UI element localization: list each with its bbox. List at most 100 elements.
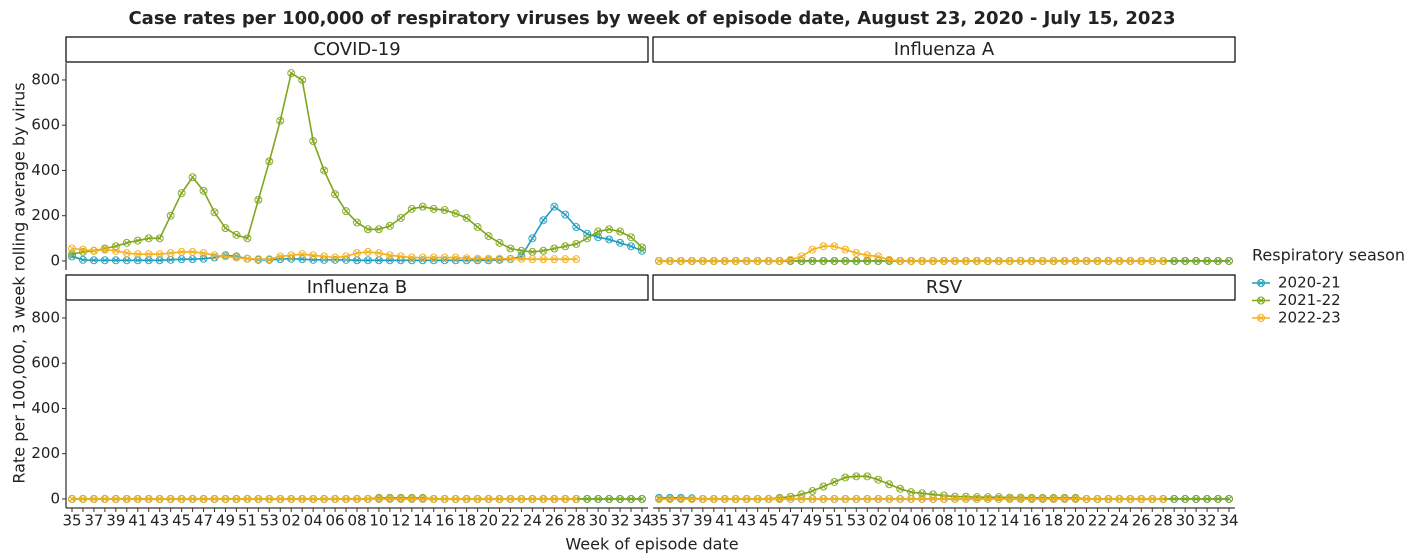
point-marker [786, 255, 795, 264]
x-tick-label: 24 [1110, 512, 1129, 530]
point-marker [342, 494, 351, 503]
point-marker [1126, 256, 1135, 265]
point-marker [1016, 494, 1025, 503]
point-marker [89, 494, 98, 503]
point-marker [67, 244, 76, 253]
x-tick-label: 26 [1132, 512, 1151, 530]
legend-marker [1256, 279, 1265, 287]
point-marker [67, 494, 76, 503]
point-marker [89, 246, 98, 255]
point-marker [155, 234, 164, 243]
point-marker [961, 256, 970, 265]
x-tick-label: 16 [435, 512, 454, 530]
point-marker [907, 488, 916, 497]
point-marker [440, 206, 449, 215]
x-tick-label: 43 [737, 512, 756, 530]
point-marker [929, 256, 938, 265]
point-marker [550, 202, 559, 211]
point-marker [243, 234, 252, 243]
point-marker [1049, 494, 1058, 503]
x-tick-label: 53 [260, 512, 279, 530]
point-marker [874, 475, 883, 484]
y-axis-title: Rate per 100,000, 3 week rolling average… [10, 82, 29, 483]
point-marker [830, 494, 839, 503]
point-marker [528, 494, 537, 503]
point-marker [517, 246, 526, 255]
point-marker [896, 484, 905, 493]
x-tick-label: 34 [1219, 512, 1238, 530]
point-marker [841, 494, 850, 503]
x-tick-label: 20 [479, 512, 498, 530]
point-marker [407, 204, 416, 213]
point-marker [841, 245, 850, 254]
point-marker [363, 256, 372, 265]
x-tick-label: 06 [326, 512, 345, 530]
point-marker [1071, 256, 1080, 265]
point-marker [1005, 494, 1014, 503]
point-marker [1093, 256, 1102, 265]
point-marker [753, 494, 762, 503]
point-marker [994, 256, 1003, 265]
point-marker [1159, 494, 1168, 503]
point-marker [451, 209, 460, 218]
point-marker [89, 256, 98, 265]
point-marker [276, 116, 285, 125]
point-marker [462, 213, 471, 222]
point-marker [1203, 494, 1212, 503]
point-marker [709, 256, 718, 265]
point-marker [720, 494, 729, 503]
point-marker [177, 247, 186, 256]
point-marker [1214, 256, 1223, 265]
chart-title: Case rates per 100,000 of respiratory vi… [128, 8, 1175, 29]
point-marker [583, 494, 592, 503]
point-marker [863, 472, 872, 481]
point-marker [528, 247, 537, 256]
point-marker [1115, 494, 1124, 503]
x-tick-label: 02 [869, 512, 888, 530]
point-marker [665, 494, 674, 503]
y-tick-label: 0 [50, 251, 60, 269]
point-marker [78, 494, 87, 503]
point-marker [939, 256, 948, 265]
point-marker [961, 494, 970, 503]
point-marker [775, 494, 784, 503]
series-line [71, 71, 643, 255]
x-tick-label: 12 [391, 512, 410, 530]
point-marker [918, 494, 927, 503]
point-marker [907, 494, 916, 503]
legend-marker [1256, 296, 1265, 305]
point-marker [561, 494, 570, 503]
point-marker [605, 225, 614, 234]
facet-strip [65, 36, 649, 63]
point-marker [676, 256, 685, 265]
point-marker [210, 494, 219, 503]
point-marker [100, 256, 109, 265]
point-marker [1082, 256, 1091, 265]
point-marker [863, 251, 872, 260]
x-tick-label: 41 [128, 512, 147, 530]
x-tick-label: 34 [632, 512, 651, 530]
point-marker [528, 255, 537, 264]
point-marker [363, 247, 372, 256]
x-tick-label: 35 [62, 512, 81, 530]
x-tick-label: 35 [649, 512, 668, 530]
point-marker [144, 234, 153, 243]
x-tick-label: 08 [347, 512, 366, 530]
point-marker [687, 494, 696, 503]
point-marker [78, 245, 87, 254]
point-marker [440, 253, 449, 262]
point-marker [561, 255, 570, 264]
facet-title: Influenza B [307, 277, 408, 298]
point-marker [374, 249, 383, 258]
point-marker [852, 256, 861, 265]
x-tick-label: 43 [150, 512, 169, 530]
point-marker [418, 494, 427, 503]
point-marker [874, 494, 883, 503]
point-marker [1071, 494, 1080, 503]
x-tick-label: 08 [934, 512, 953, 530]
legend-label: 2021-22 [1278, 291, 1341, 309]
point-marker [605, 235, 614, 244]
point-marker [100, 245, 109, 254]
point-marker [1060, 494, 1069, 503]
point-marker [950, 494, 959, 503]
